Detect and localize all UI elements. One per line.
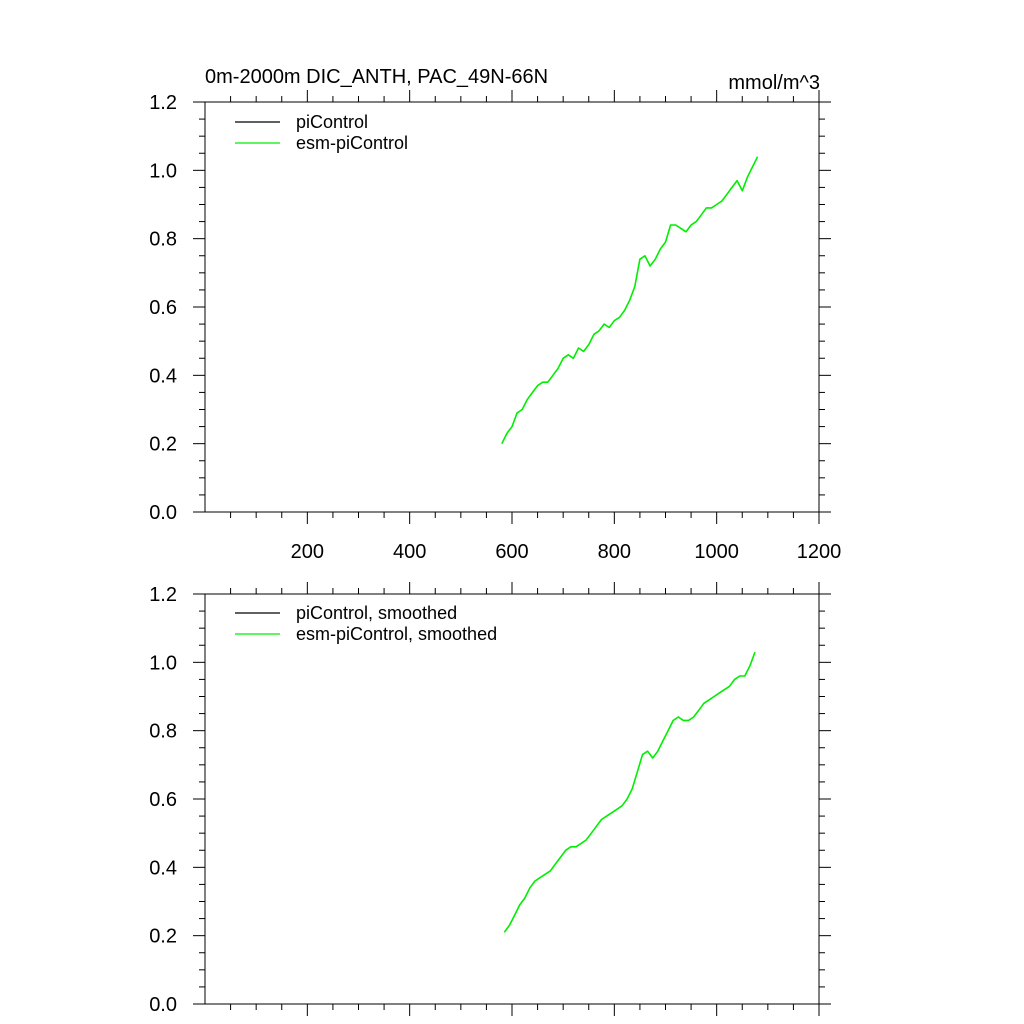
plot-frame	[204, 101, 820, 513]
series-group	[501, 156, 759, 445]
y-tick-label: 1.2	[149, 92, 177, 114]
axes: 0.0 0.2 0.4 0.6 0.8 1.0 1.2 200 400 600 800 1000 120…	[149, 90, 841, 563]
y-tick-label: 0.8	[149, 229, 177, 251]
legend: piControl esm-piControl	[235, 112, 408, 153]
y-tick-label: 1.0	[149, 160, 177, 182]
x-tick-label: 1200	[797, 541, 842, 563]
y-tick-label: 0.4	[149, 857, 177, 879]
y-tick-label: 0.0	[149, 994, 177, 1016]
x-tick-label: 400	[393, 541, 426, 563]
chart-title: 0m-2000m DIC_ANTH, PAC_49N-66N	[205, 66, 548, 88]
series-line-esm-picontrol	[501, 156, 759, 445]
y-tick-label: 0.0	[149, 502, 177, 524]
series-group	[503, 651, 756, 933]
y-tick-label: 0.2	[149, 434, 177, 456]
x-tick-label: 200	[291, 541, 324, 563]
x-tick-label: 800	[598, 541, 631, 563]
x-tick-label: 600	[495, 541, 528, 563]
legend-label-picontrol-smoothed: piControl, smoothed	[296, 603, 457, 623]
y-tick-label: 0.6	[149, 789, 177, 811]
y-tick-label: 0.6	[149, 297, 177, 319]
y-tick-label: 1.2	[149, 584, 177, 606]
legend-label-esm-picontrol-smoothed: esm-piControl, smoothed	[296, 624, 497, 644]
y-tick-label: 0.4	[149, 365, 177, 387]
bottom-panel: 0.0 0.2 0.4 0.6 0.8 1.0 1.2 piControl, smoothe…	[149, 582, 831, 1016]
legend-label-picontrol: piControl	[296, 112, 368, 132]
y-tick-label: 0.2	[149, 926, 177, 948]
series-line-esm-picontrol-smoothed	[503, 651, 756, 933]
top-panel: 0m-2000m DIC_ANTH, PAC_49N-66N mmol/m^3 …	[149, 66, 841, 563]
legend: piControl, smoothed esm-piControl, smoot…	[235, 603, 497, 644]
legend-label-esm-picontrol: esm-piControl	[296, 133, 408, 153]
axes: 0.0 0.2 0.4 0.6 0.8 1.0 1.2	[149, 582, 831, 1016]
plot-frame	[204, 593, 820, 1005]
y-tick-label: 1.0	[149, 652, 177, 674]
units-label: mmol/m^3	[728, 72, 820, 94]
x-tick-label: 1000	[694, 541, 739, 563]
y-tick-label: 0.8	[149, 721, 177, 743]
